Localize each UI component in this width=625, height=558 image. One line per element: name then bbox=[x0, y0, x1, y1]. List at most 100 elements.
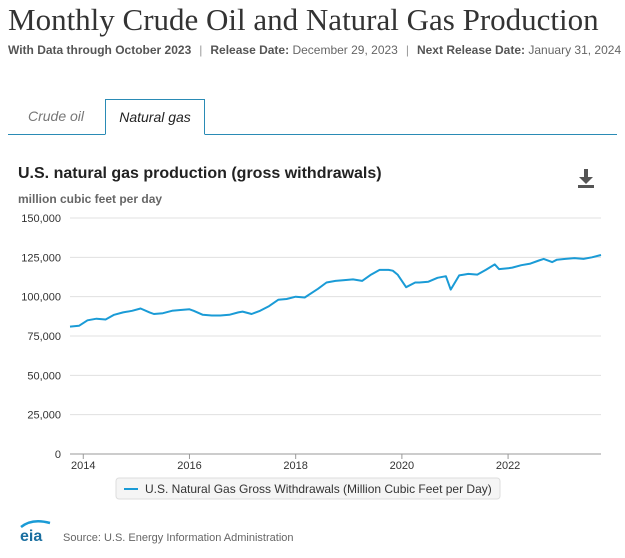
data-point bbox=[361, 280, 363, 282]
next-release-label: Next Release Date: bbox=[416, 43, 526, 57]
data-point bbox=[189, 308, 191, 310]
tab-natural-gas[interactable]: Natural gas bbox=[105, 99, 205, 135]
download-button[interactable] bbox=[574, 166, 598, 190]
y-tick-label: 100,000 bbox=[21, 292, 61, 304]
data-point bbox=[344, 279, 346, 281]
logo-text: eia bbox=[20, 528, 42, 544]
data-point bbox=[202, 314, 204, 316]
data-point bbox=[219, 315, 221, 317]
data-point bbox=[268, 305, 270, 307]
data-point bbox=[388, 269, 390, 271]
data-point bbox=[179, 309, 181, 311]
next-release-value: January 31, 2024 bbox=[528, 43, 622, 57]
release-info: With Data through October 2023 | Release D… bbox=[8, 43, 621, 57]
data-point bbox=[485, 269, 487, 271]
release-date-label: Release Date: bbox=[210, 43, 290, 57]
data-point bbox=[551, 261, 553, 263]
data-point bbox=[397, 274, 399, 276]
release-date-value: December 29, 2023 bbox=[292, 43, 398, 57]
data-point bbox=[370, 274, 372, 276]
separator: | bbox=[199, 43, 203, 57]
data-point bbox=[507, 267, 509, 269]
data-point bbox=[295, 296, 297, 298]
data-point bbox=[153, 313, 155, 315]
data-point bbox=[78, 325, 80, 327]
data-point bbox=[122, 311, 124, 313]
data-point bbox=[96, 318, 98, 320]
data-point bbox=[445, 275, 447, 277]
x-tick-label: 2022 bbox=[496, 460, 520, 472]
data-point bbox=[259, 310, 261, 312]
data-point bbox=[556, 259, 558, 261]
data-point bbox=[494, 263, 496, 265]
tab-crude-oil[interactable]: Crude oil bbox=[27, 108, 85, 124]
data-point bbox=[418, 282, 420, 284]
data-point bbox=[326, 282, 328, 284]
data-point bbox=[286, 298, 288, 300]
data-point bbox=[379, 269, 381, 271]
y-tick-label: 75,000 bbox=[27, 331, 61, 343]
data-point bbox=[564, 258, 566, 260]
data-point bbox=[277, 299, 279, 301]
data-point bbox=[427, 281, 429, 283]
data-point bbox=[113, 314, 115, 316]
data-point bbox=[591, 256, 593, 258]
data-point bbox=[498, 268, 500, 270]
data-point bbox=[131, 310, 133, 312]
data-point bbox=[476, 274, 478, 276]
source-note: Source: U.S. Energy Information Administ… bbox=[63, 532, 294, 544]
tab-bar: Crude oil Natural gas bbox=[8, 99, 617, 135]
data-point bbox=[538, 260, 540, 262]
data-point bbox=[437, 277, 439, 279]
data-point bbox=[162, 312, 164, 314]
data-point bbox=[171, 310, 173, 312]
data-point bbox=[140, 308, 142, 310]
data-point bbox=[463, 274, 465, 276]
data-point bbox=[312, 291, 314, 293]
data-point bbox=[574, 257, 576, 259]
data-point bbox=[237, 311, 239, 313]
legend-label: U.S. Natural Gas Gross Withdrawals (Mill… bbox=[145, 482, 492, 496]
x-tick-label: 2018 bbox=[283, 460, 307, 472]
y-tick-label: 125,000 bbox=[21, 252, 61, 264]
data-point bbox=[87, 319, 89, 321]
data-point bbox=[467, 273, 469, 275]
data-point bbox=[335, 280, 337, 282]
y-tick-label: 50,000 bbox=[27, 370, 61, 382]
data-through: With Data through October 2023 bbox=[8, 43, 192, 57]
data-point bbox=[149, 311, 151, 313]
data-point bbox=[69, 326, 71, 328]
y-tick-label: 0 bbox=[55, 449, 61, 461]
data-point bbox=[317, 288, 319, 290]
x-tick-label: 2016 bbox=[177, 460, 201, 472]
data-point bbox=[251, 313, 253, 315]
data-point bbox=[405, 286, 407, 288]
data-point bbox=[228, 314, 230, 316]
chart-title: U.S. natural gas production (gross withd… bbox=[18, 165, 382, 182]
data-point bbox=[520, 264, 522, 266]
data-point bbox=[600, 254, 602, 256]
series-line bbox=[69, 254, 602, 328]
data-point bbox=[543, 258, 545, 260]
data-point bbox=[105, 319, 107, 321]
x-tick-label: 2020 bbox=[390, 460, 414, 472]
data-point bbox=[450, 289, 452, 291]
data-point bbox=[211, 315, 213, 317]
separator: | bbox=[405, 43, 409, 57]
data-point bbox=[529, 263, 531, 265]
download-icon bbox=[578, 169, 594, 188]
data-point bbox=[352, 278, 354, 280]
data-point bbox=[583, 258, 585, 260]
data-point bbox=[193, 310, 195, 312]
x-tick-label: 2014 bbox=[71, 460, 95, 472]
page-title: Monthly Crude Oil and Natural Gas Produc… bbox=[8, 2, 599, 37]
data-point bbox=[414, 282, 416, 284]
data-point bbox=[304, 297, 306, 299]
legend-box bbox=[115, 477, 501, 500]
unit-label: million cubic feet per day bbox=[18, 192, 163, 206]
data-point bbox=[392, 270, 394, 272]
data-point bbox=[511, 267, 513, 269]
y-tick-label: 25,000 bbox=[27, 410, 61, 422]
data-point bbox=[458, 274, 460, 276]
